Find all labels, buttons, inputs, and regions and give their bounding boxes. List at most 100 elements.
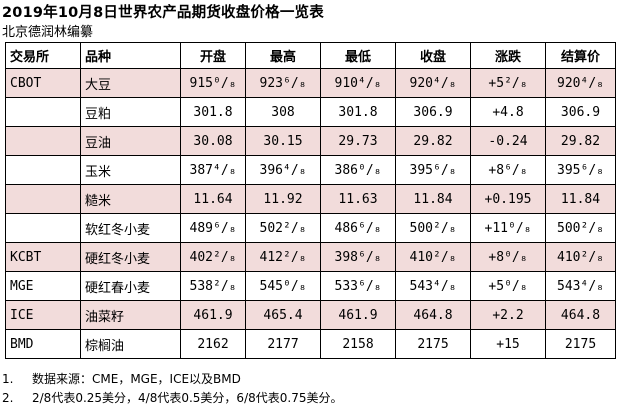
settle-cell: 500²/₈ [545, 213, 616, 243]
change-cell: +4.8 [470, 97, 546, 127]
exchange-cell: CBOT [5, 68, 81, 98]
change-cell: +2.2 [470, 300, 546, 330]
close-cell: 11.84 [395, 184, 471, 214]
col-header-product: 品种 [80, 42, 181, 69]
product-cell: 豆粕 [80, 97, 181, 127]
low-cell: 2158 [320, 329, 396, 359]
low-cell: 301.8 [320, 97, 396, 127]
product-cell: 软红冬小麦 [80, 213, 181, 243]
low-cell: 461.9 [320, 300, 396, 330]
footnote-text: 数据来源：CME，MGE，ICE以及BMD [32, 372, 241, 386]
change-cell: -0.24 [470, 126, 546, 156]
table-row: 豆油 30.08 30.15 29.73 29.82 -0.24 29.82 [5, 126, 616, 156]
exchange-cell [5, 184, 81, 214]
exchange-cell [5, 213, 81, 243]
col-header-high: 最高 [245, 42, 321, 69]
col-header-low: 最低 [320, 42, 396, 69]
high-cell: 396⁴/₈ [245, 155, 321, 185]
settle-cell: 11.84 [545, 184, 616, 214]
change-cell: +15 [470, 329, 546, 359]
settle-cell: 410²/₈ [545, 242, 616, 272]
product-cell: 大豆 [80, 68, 181, 98]
high-cell: 30.15 [245, 126, 321, 156]
col-header-close: 收盘 [395, 42, 471, 69]
product-cell: 豆油 [80, 126, 181, 156]
high-cell: 2177 [245, 329, 321, 359]
exchange-cell: MGE [5, 271, 81, 301]
high-cell: 465.4 [245, 300, 321, 330]
close-cell: 306.9 [395, 97, 471, 127]
open-cell: 30.08 [180, 126, 246, 156]
close-cell: 2175 [395, 329, 471, 359]
exchange-cell: ICE [5, 300, 81, 330]
product-cell: 硬红春小麦 [80, 271, 181, 301]
page-title: 2019年10月8日世界农产品期货收盘价格一览表 [2, 5, 324, 21]
close-cell: 920⁴/₈ [395, 68, 471, 98]
table-row: 玉米 387⁴/₈ 396⁴/₈ 386⁰/₈ 395⁶/₈ +8⁶/₈ 395⁶/₈ [5, 155, 616, 185]
settle-cell: 920⁴/₈ [545, 68, 616, 98]
exchange-cell: KCBT [5, 242, 81, 272]
product-cell: 油菜籽 [80, 300, 181, 330]
change-cell: +11⁰/₈ [470, 213, 546, 243]
high-cell: 502²/₈ [245, 213, 321, 243]
low-cell: 486⁶/₈ [320, 213, 396, 243]
exchange-cell: BMD [5, 329, 81, 359]
close-cell: 410²/₈ [395, 242, 471, 272]
product-cell: 棕榈油 [80, 329, 181, 359]
product-cell: 糙米 [80, 184, 181, 214]
table-row: 豆粕 301.8 308 301.8 306.9 +4.8 306.9 [5, 97, 616, 127]
footnote: 2. 2/8代表0.25美分，4/8代表0.5美分，6/8代表0.75美分。 [2, 389, 342, 408]
settle-cell: 29.82 [545, 126, 616, 156]
header-row: 交易所 品种 开盘 最高 最低 收盘 涨跌 结算价 [5, 42, 616, 69]
low-cell: 533⁶/₈ [320, 271, 396, 301]
col-header-settle: 结算价 [545, 42, 616, 69]
exchange-cell [5, 155, 81, 185]
settle-cell: 464.8 [545, 300, 616, 330]
open-cell: 2162 [180, 329, 246, 359]
open-cell: 489⁶/₈ [180, 213, 246, 243]
footnote-number: 2. [2, 391, 14, 405]
table-row: 软红冬小麦 489⁶/₈ 502²/₈ 486⁶/₈ 500²/₈ +11⁰/₈ 500²/… [5, 213, 616, 243]
high-cell: 412²/₈ [245, 242, 321, 272]
footnotes: 1. 数据来源：CME，MGE，ICE以及BMD 2. 2/8代表0.25美分，4/… [2, 370, 342, 408]
settle-cell: 306.9 [545, 97, 616, 127]
table-row: CBOT 大豆 915⁰/₈ 923⁶/₈ 910⁴/₈ 920⁴/₈ +5²/₈ 920⁴/… [5, 68, 616, 98]
open-cell: 402²/₈ [180, 242, 246, 272]
product-cell: 玉米 [80, 155, 181, 185]
table-row: ICE 油菜籽 461.9 465.4 461.9 464.8 +2.2 464.8 [5, 300, 616, 330]
low-cell: 398⁶/₈ [320, 242, 396, 272]
change-cell: +8⁶/₈ [470, 155, 546, 185]
open-cell: 538²/₈ [180, 271, 246, 301]
low-cell: 29.73 [320, 126, 396, 156]
high-cell: 308 [245, 97, 321, 127]
table-row: 糙米 11.64 11.92 11.63 11.84 +0.195 11.84 [5, 184, 616, 214]
close-cell: 543⁴/₈ [395, 271, 471, 301]
table-row: BMD 棕榈油 2162 2177 2158 2175 +15 2175 [5, 329, 616, 359]
table-row: MGE 硬红春小麦 538²/₈ 545⁰/₈ 533⁶/₈ 543⁴/₈ +5⁰/₈ 543… [5, 271, 616, 301]
footnote-number: 1. [2, 372, 14, 386]
low-cell: 386⁰/₈ [320, 155, 396, 185]
exchange-cell [5, 97, 81, 127]
change-cell: +5²/₈ [470, 68, 546, 98]
close-cell: 395⁶/₈ [395, 155, 471, 185]
open-cell: 387⁴/₈ [180, 155, 246, 185]
page-subtitle: 北京德润林编纂 [2, 25, 94, 40]
settle-cell: 543⁴/₈ [545, 271, 616, 301]
table-row: KCBT 硬红冬小麦 402²/₈ 412²/₈ 398⁶/₈ 410²/₈ +8⁰/₈ 41… [5, 242, 616, 272]
col-header-open: 开盘 [180, 42, 246, 69]
col-header-change: 涨跌 [470, 42, 546, 69]
low-cell: 11.63 [320, 184, 396, 214]
change-cell: +5⁰/₈ [470, 271, 546, 301]
footnote: 1. 数据来源：CME，MGE，ICE以及BMD [2, 370, 342, 389]
open-cell: 11.64 [180, 184, 246, 214]
price-table: 交易所 品种 开盘 最高 最低 收盘 涨跌 结算价 CBOT 大豆 915⁰/₈ 92… [5, 42, 616, 359]
close-cell: 500²/₈ [395, 213, 471, 243]
change-cell: +8⁰/₈ [470, 242, 546, 272]
exchange-cell [5, 126, 81, 156]
high-cell: 923⁶/₈ [245, 68, 321, 98]
close-cell: 464.8 [395, 300, 471, 330]
footnote-text: 2/8代表0.25美分，4/8代表0.5美分，6/8代表0.75美分。 [32, 391, 343, 405]
product-cell: 硬红冬小麦 [80, 242, 181, 272]
low-cell: 910⁴/₈ [320, 68, 396, 98]
change-cell: +0.195 [470, 184, 546, 214]
